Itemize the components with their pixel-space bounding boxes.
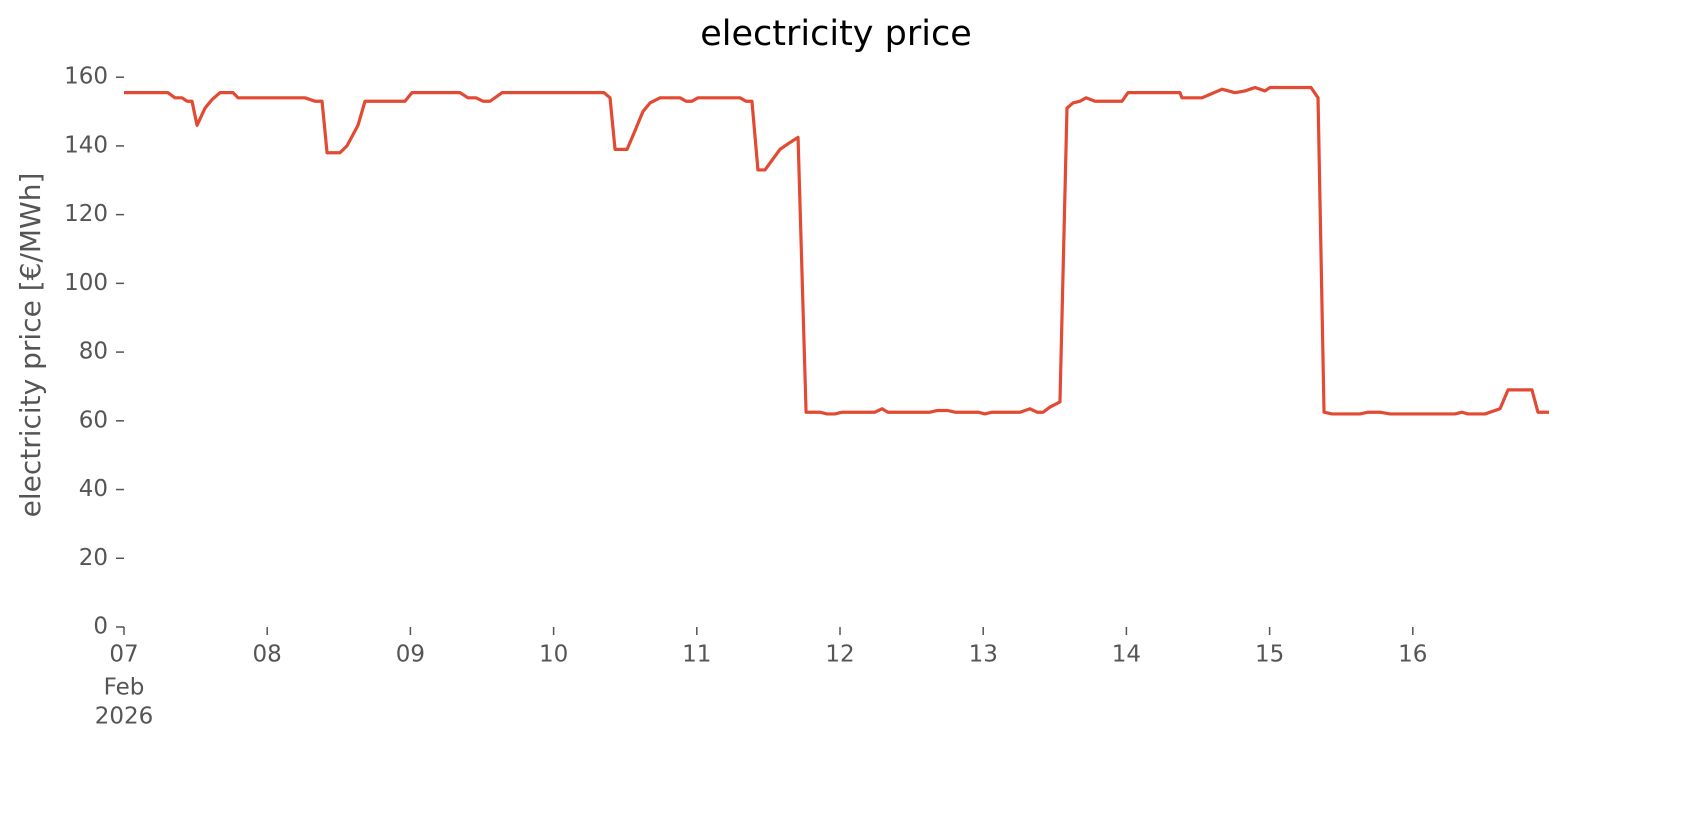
x-tick-label: 08 [253, 642, 282, 668]
y-tick-label: 60 [79, 407, 108, 433]
x-tick-label: 14 [1112, 642, 1141, 668]
x-tick-label: 09 [396, 642, 425, 668]
y-tick-label: 100 [64, 270, 108, 296]
data-line [124, 85, 1549, 416]
x-tick-label: 13 [969, 642, 998, 668]
x-tick-label: 07 [109, 642, 138, 668]
x-tick-sublabel: Feb [104, 675, 145, 701]
x-tick-label: 12 [825, 642, 854, 668]
y-tick-label: 160 [64, 64, 108, 90]
y-axis-label: electricity price [€/MWh] [14, 173, 47, 518]
x-tick-label: 11 [682, 642, 711, 668]
y-tick-label: 40 [79, 476, 108, 502]
x-tick-label: 16 [1398, 642, 1427, 668]
x-tick-label: 10 [539, 642, 568, 668]
y-tick-label: 140 [64, 132, 108, 158]
y-tick-label: 80 [79, 339, 108, 365]
y-tick-label: 120 [64, 201, 108, 227]
y-tick-label: 0 [93, 614, 108, 640]
x-tick-sublabel: 2026 [95, 704, 154, 730]
y-tick-label: 20 [79, 545, 108, 571]
chart-title: electricity price [700, 14, 972, 54]
x-tick-label: 15 [1255, 642, 1284, 668]
